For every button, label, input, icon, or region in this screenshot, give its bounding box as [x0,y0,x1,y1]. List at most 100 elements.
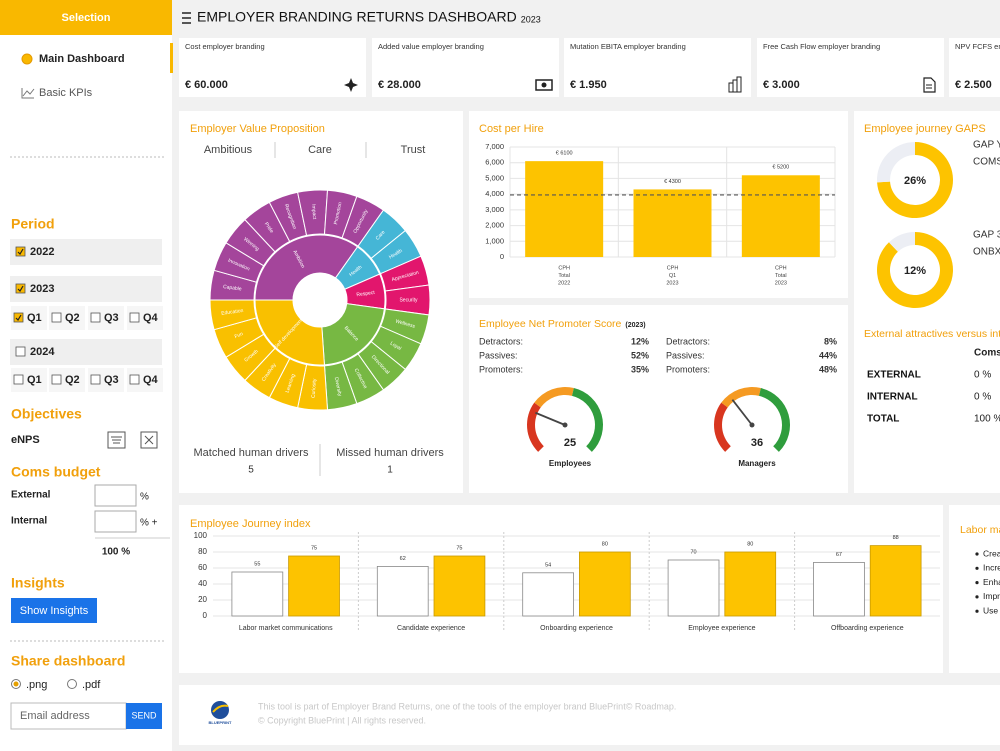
checkbox[interactable] [129,374,140,385]
checkbox[interactable] [51,374,62,385]
table-row-label: INTERNAL [867,392,918,403]
checkbox[interactable] [13,312,24,323]
budget-label: Internal [11,516,47,527]
data-label: 75 [311,545,317,551]
year-label: 2023 [30,283,54,295]
checkbox[interactable] [90,374,101,385]
y-tick-label: 80 [198,547,207,556]
tab[interactable]: Trust [401,144,426,156]
section-title: Period [11,216,55,232]
nav-item[interactable]: Basic KPIs [39,87,93,99]
sunburst-group [321,303,385,366]
budget-unit: % + [140,518,158,529]
checkbox[interactable] [51,312,62,323]
kpi-card [372,38,559,97]
sidebar-header [0,0,172,35]
kpi-value: € 3.000 [763,79,800,91]
donut-caption: COMS [973,157,1000,168]
kpi-value: € 28.000 [378,79,421,91]
y-tick-label: 2,000 [485,221,504,230]
checkbox[interactable] [13,374,24,385]
data-label: € 4300 [664,179,681,185]
panel-title: Employee Net Promoter Score [479,318,622,330]
donut-track [877,142,953,218]
year-row [10,276,162,302]
segment-label: Curiosity [311,378,318,398]
stat-value: 5 [248,465,254,476]
table-cell: 0 % [974,370,991,381]
checkbox[interactable] [90,312,101,323]
kpi-value: € 60.000 [185,79,228,91]
x-tick-label: 2023 [775,280,787,286]
logo-text: BLUEPRINT [209,720,232,725]
donut-segment [877,142,915,183]
logo [212,704,229,713]
nav-item[interactable]: Main Dashboard [39,53,125,65]
table-row-label: EXTERNAL [867,370,921,381]
budget-input[interactable] [94,484,137,507]
quarter-label: Q1 [27,374,42,386]
footer-text: This tool is part of Employer Brand Retu… [258,701,676,711]
checkbox[interactable] [129,312,140,323]
nav-icon [21,88,34,99]
y-tick-label: 100 [194,531,208,540]
stat-label: Missed human drivers [336,447,444,459]
section-title: Insights [11,575,65,591]
x-tick-label: Onboarding experience [540,625,613,632]
tab[interactable]: Care [308,144,332,156]
budget-unit: % [140,492,149,503]
bar [869,545,922,617]
button-label[interactable]: SEND [131,710,157,720]
x-tick-label: Offboarding experience [831,625,904,632]
bar [433,555,486,617]
x-tick-label: Candidate experience [397,625,465,632]
sidebar-title: Selection [62,12,111,24]
bullet [975,609,979,613]
bar [633,189,712,257]
segment-label: Impact [310,204,317,220]
segment-label: Security [399,297,418,303]
bar [376,566,429,617]
panel-title: External attractives versus internal [864,328,1000,340]
data-label: 88 [893,535,899,541]
bullet [975,595,979,599]
checkmark [15,314,22,321]
kpi-label: NPV FCFS employer branding [955,42,1000,51]
budget-input[interactable] [94,510,137,533]
year-row [10,339,162,365]
bar [579,551,631,617]
y-tick-label: 7,000 [485,142,504,151]
list-item: Improve [983,591,1000,601]
show-insights-button[interactable] [11,598,97,623]
kpi-label: Free Cash Flow employer branding [763,42,880,51]
list-item: Enhance [983,577,1000,587]
breakdown-label: Promoters: [479,364,523,374]
segment-label: Wellness [395,319,417,330]
kpi-icon [541,82,547,88]
x-tick-label: Employee experience [688,625,755,632]
checkbox[interactable] [15,246,26,257]
breakdown-label: Detractors: [479,336,523,346]
send-button[interactable] [126,703,162,729]
gauge-hub [562,422,568,428]
gauge-band [534,387,574,408]
x-tick-label: CPH [775,265,787,271]
email-input[interactable] [10,702,127,730]
panel [469,305,848,493]
checkbox[interactable] [15,346,26,357]
bar [741,175,820,257]
bar [813,562,865,617]
quarter-label: Q3 [104,312,119,324]
panel [949,505,1000,673]
checkbox[interactable] [15,283,26,294]
radio[interactable] [67,679,77,689]
gauge-band [759,388,791,452]
footer-text: © Copyright BluePrint | All rights reser… [258,715,426,725]
button-label[interactable]: Show Insights [20,605,89,617]
tab[interactable]: Ambitious [204,144,253,156]
gauge-value: 25 [564,437,576,449]
gauge-needle [535,411,566,426]
gauge-hub [749,422,755,428]
section-title: Share dashboard [11,653,125,669]
list-item: Create [983,548,1000,558]
